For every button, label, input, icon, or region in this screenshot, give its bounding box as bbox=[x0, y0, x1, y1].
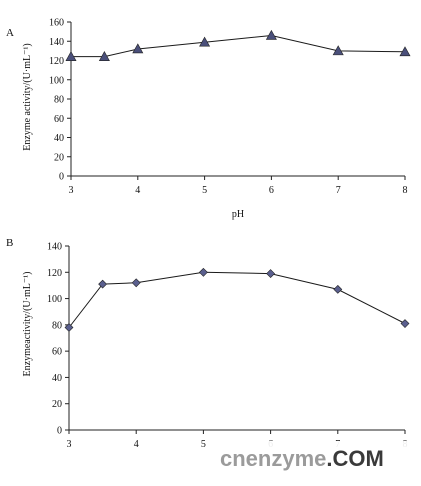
panel-b-data-point bbox=[333, 284, 343, 294]
panel-b-data-point bbox=[98, 279, 108, 289]
panel-a-y-tick-label: 100 bbox=[49, 75, 64, 86]
panel-a-x-tick-label: 7 bbox=[336, 185, 341, 196]
panel-b-y-tick-label: 40 bbox=[52, 373, 62, 384]
panel-b-x-tick-label: 3 bbox=[67, 439, 72, 450]
panel-b-y-tick-label: 0 bbox=[57, 426, 62, 437]
panel-b-y-tick-label: 140 bbox=[47, 242, 62, 253]
panel-b-y-tick-label: 20 bbox=[52, 399, 62, 410]
panel-a-y-axis-title: Enzyme activity/(U·mL⁻¹) bbox=[22, 43, 33, 150]
panel-b-y-axis-title: Enzymeactivity/(U·mL⁻¹) bbox=[22, 272, 33, 377]
panel-b-series-line bbox=[68, 271, 406, 328]
panel-b-data-point bbox=[400, 319, 410, 328]
panel-b-y-tick-label: 120 bbox=[47, 268, 62, 279]
panel-a-data-point bbox=[132, 43, 144, 54]
panel-a-x-tick-label: 6 bbox=[269, 185, 274, 196]
panel-b-x-tick-label: 4 bbox=[134, 439, 139, 450]
watermark-backdrop bbox=[212, 441, 418, 477]
panel-a-x-axis-title: pH bbox=[232, 209, 244, 220]
panel-b-data-point bbox=[131, 278, 141, 288]
watermark-brand: cnenzyme bbox=[220, 446, 326, 471]
panel-a-y-tick-label: 0 bbox=[59, 172, 64, 183]
panel-a-y-tick-label: 20 bbox=[54, 152, 64, 163]
panel-b-y-tick-label: 80 bbox=[52, 320, 62, 331]
panel-a-x-tick-label: 3 bbox=[69, 185, 74, 196]
panel-a-y-tick-label: 140 bbox=[49, 37, 64, 48]
watermark-suffix: .COM bbox=[326, 446, 383, 471]
panel-b-letter: B bbox=[6, 237, 13, 249]
panel-b-x-tick-label: 5 bbox=[201, 439, 206, 450]
panel-b-data-point bbox=[198, 267, 208, 277]
panel-a-data-point bbox=[199, 36, 211, 47]
panel-b-y-tick-label: 100 bbox=[47, 294, 62, 305]
panel-b-y-tick-label: 60 bbox=[52, 347, 62, 358]
panel-a-y-tick-label: 80 bbox=[54, 95, 64, 106]
panel-a-x-tick-label: 4 bbox=[135, 185, 140, 196]
panel-a-data-point bbox=[399, 46, 411, 57]
panel-b-plot-area: 020406080100120140345678 bbox=[47, 242, 410, 450]
panel-a-data-point bbox=[98, 51, 110, 61]
watermark-text: cnenzyme.COM bbox=[220, 446, 384, 471]
panel-b-data-point bbox=[64, 323, 74, 332]
panel-a-y-tick-label: 160 bbox=[49, 18, 64, 29]
panel-a-data-point bbox=[265, 29, 277, 40]
panel-a-y-tick-label: 120 bbox=[49, 56, 64, 67]
panel-a-letter: A bbox=[6, 27, 14, 39]
panel-a-x-tick-label: 8 bbox=[403, 185, 408, 196]
panel-a-y-tick-label: 40 bbox=[54, 133, 64, 144]
panel-b-data-point bbox=[266, 269, 276, 279]
panel-a-data-point bbox=[332, 45, 344, 56]
panel-a-data-point bbox=[65, 51, 77, 61]
panel-a-plot-area: 0 20 40 60 80 100 120 140 160 3 4 5 6 7 8 bbox=[49, 18, 411, 196]
chart-panel-a: A Enzyme activity/(U·mL⁻¹) pH 0 20 40 60 80 1… bbox=[6, 18, 411, 220]
panel-a-x-tick-label: 5 bbox=[202, 185, 207, 196]
panel-a-y-tick-label: 60 bbox=[54, 114, 64, 125]
panel-a-series-line bbox=[71, 34, 406, 58]
watermark-logo: cnenzyme.COM bbox=[212, 441, 418, 477]
chart-panel-b: B Enzymeactivity/(U·mL⁻¹) 0 20 40 60 80 100 12… bbox=[6, 237, 410, 450]
